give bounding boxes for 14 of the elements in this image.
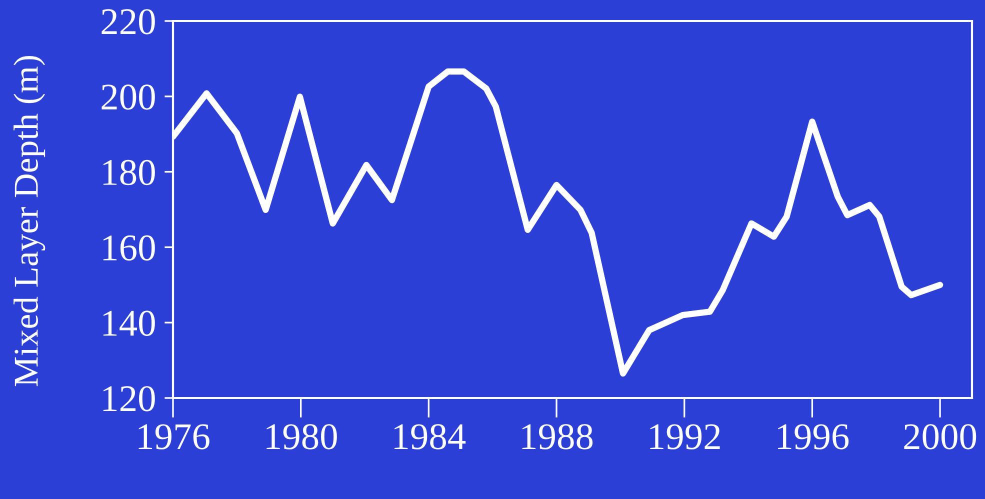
y-tick-label: 220: [102, 9, 155, 34]
x-tick-label: 1996: [778, 424, 849, 450]
x-tick-label: 1976: [138, 424, 210, 450]
y-tick-label: 200: [102, 84, 155, 110]
y-tick-label: 180: [103, 160, 155, 186]
y-tick-label: 140: [103, 310, 155, 336]
x-tick-label: 1988: [522, 424, 593, 450]
y-axis-title: Mixed Layer Depth (m): [14, 56, 46, 386]
x-tick-label: 1984: [394, 424, 466, 450]
x-tick-label: 1992: [650, 424, 720, 450]
y-tick-label: 120: [103, 386, 155, 412]
x-tick-label: 2000: [904, 424, 976, 450]
y-tick-label: 160: [103, 235, 155, 261]
x-tick-label: 1980: [266, 424, 337, 450]
